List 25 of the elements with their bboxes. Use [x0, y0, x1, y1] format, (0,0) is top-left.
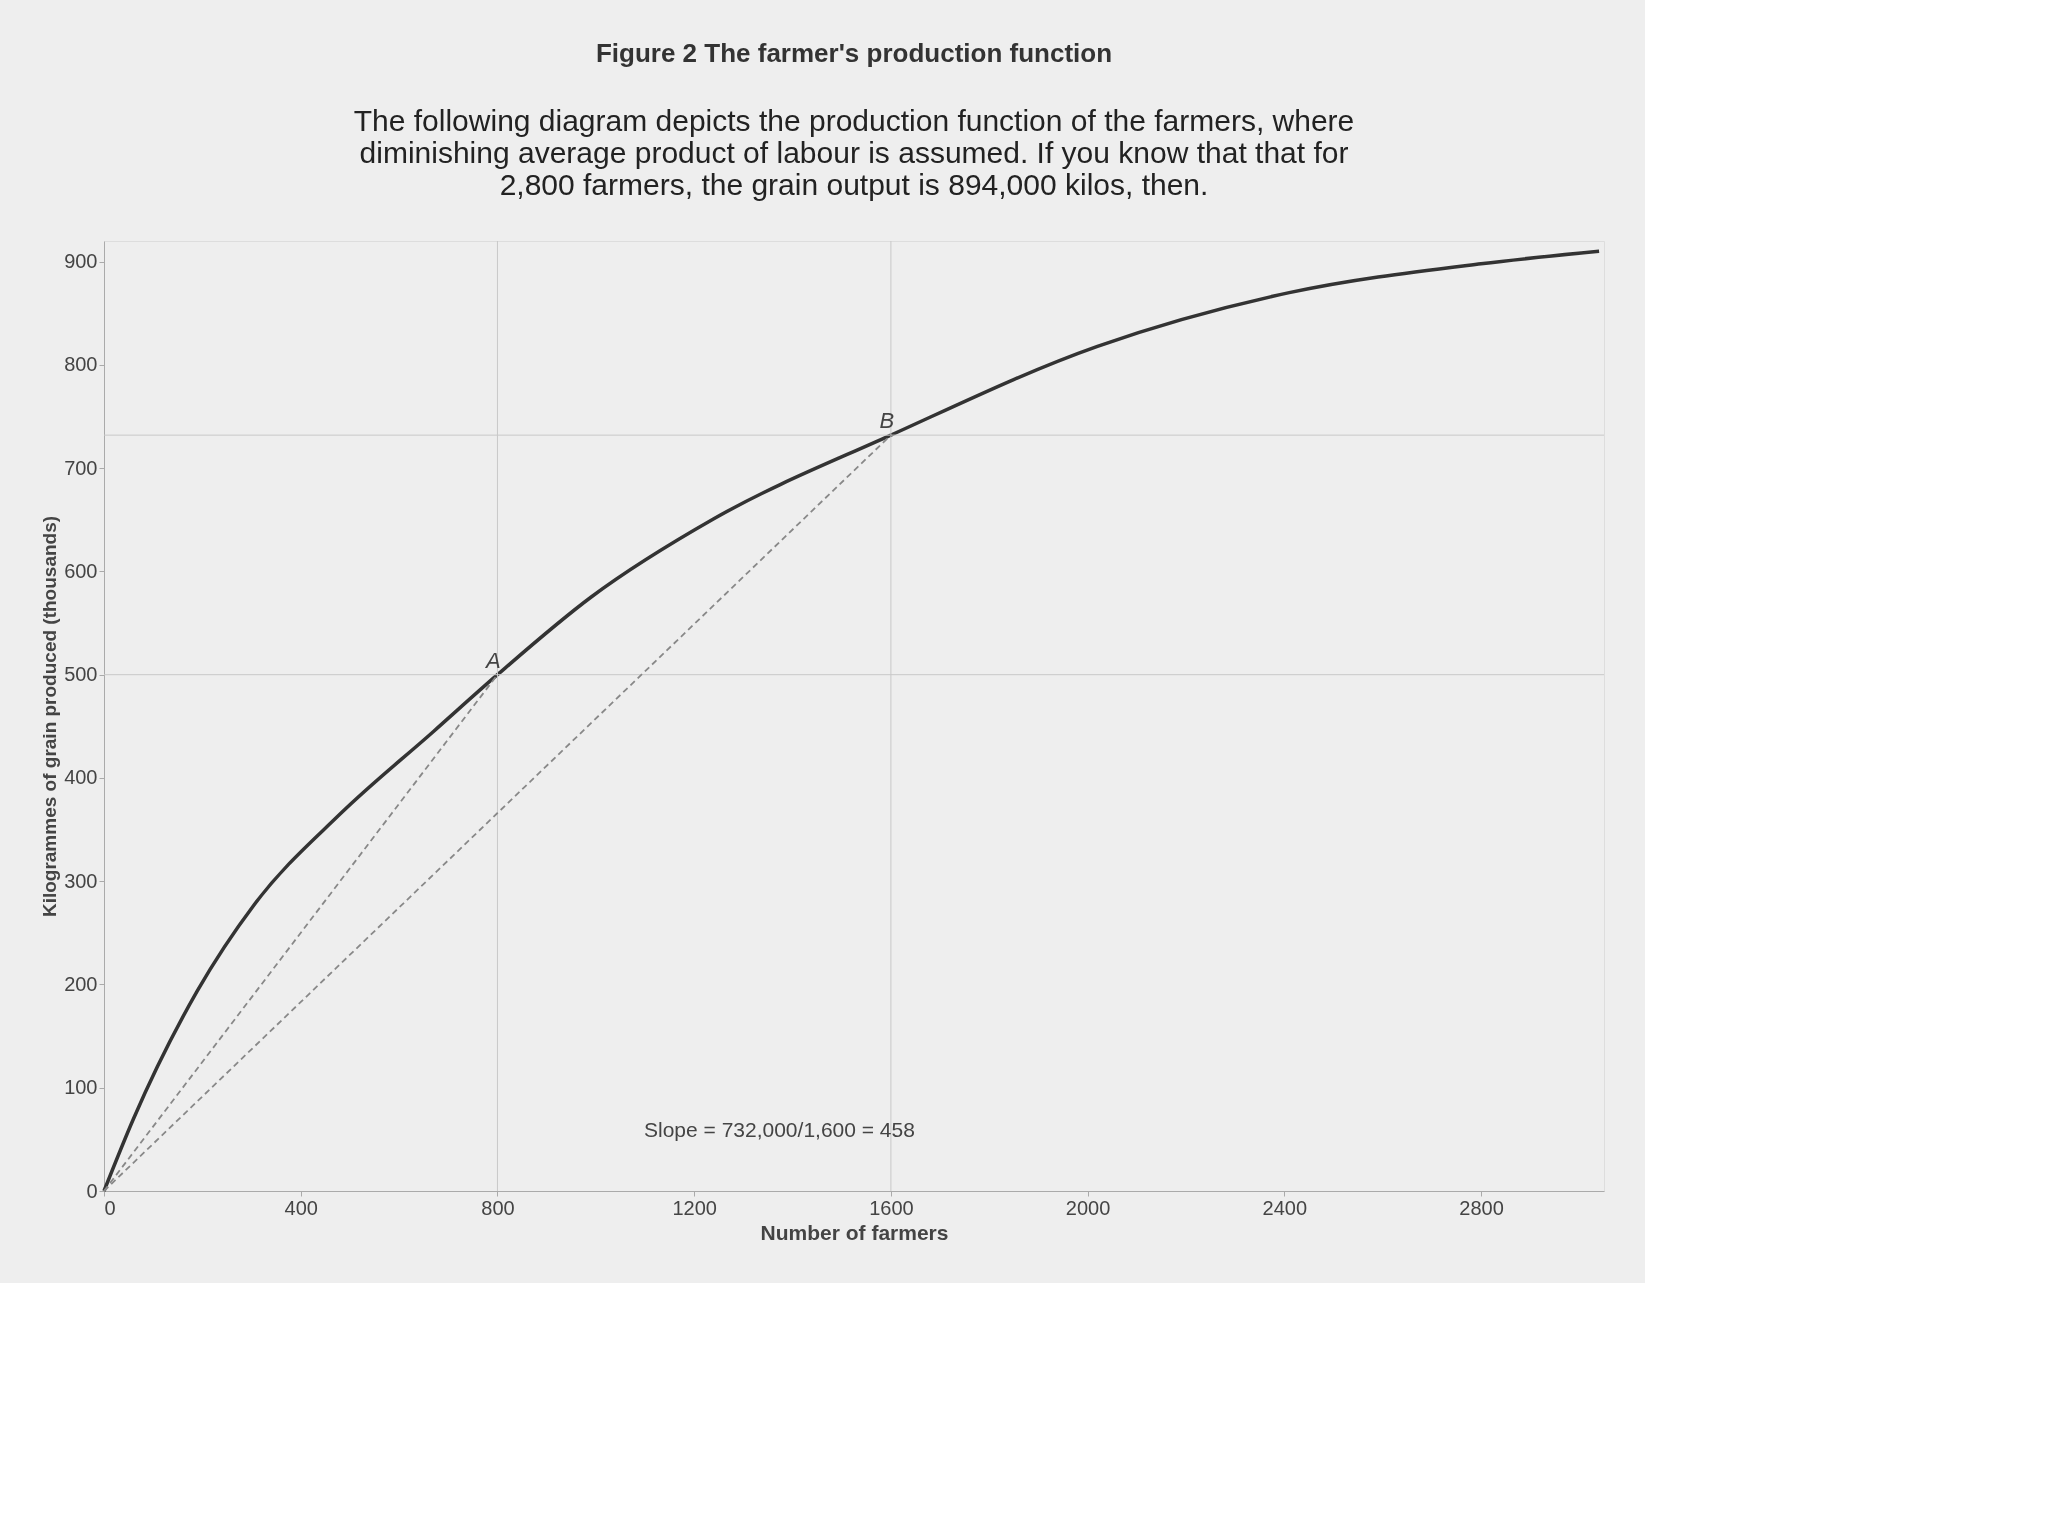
y-axis-title: Kilogrammes of grain produced (thousands): [39, 515, 61, 918]
x-tick-label: 0: [104, 1196, 116, 1219]
x-axis-title: Number of farmers: [760, 1220, 949, 1244]
y-tick-label: 0: [86, 1179, 98, 1202]
x-tick-label: 2400: [1262, 1196, 1308, 1219]
y-tick-label: 900: [64, 250, 98, 273]
chart-title: Figure 2 The farmer's production function: [595, 37, 1113, 68]
x-tick-label: 1600: [869, 1196, 914, 1219]
x-tick-label: 2000: [1065, 1196, 1111, 1219]
y-tick-label: 700: [64, 456, 98, 479]
y-tick-label: 400: [64, 766, 98, 789]
y-tick-label: 300: [64, 869, 98, 892]
y-tick-label: 600: [64, 559, 98, 582]
x-tick-label: 800: [481, 1196, 515, 1219]
y-tick-label: 200: [64, 972, 98, 995]
annotation: B: [879, 408, 895, 434]
chart-subtitle: The following diagram depicts the production function of the farmers, where diminishing average product of labour is assumed. If you know that that for 2,800 farmers, the grain output is 894,000 kilos, then.: [353, 103, 1355, 201]
y-tick-label: 800: [64, 353, 98, 376]
x-tick-label: 1200: [672, 1196, 717, 1219]
y-tick-label: 100: [64, 1076, 98, 1099]
annotation: Slope = 732,000/1,600 = 458: [644, 1118, 915, 1141]
y-tick-label: 500: [64, 663, 98, 686]
x-tick-label: 400: [284, 1196, 318, 1219]
annotation: A: [484, 647, 501, 673]
x-tick-label: 2800: [1459, 1196, 1504, 1219]
